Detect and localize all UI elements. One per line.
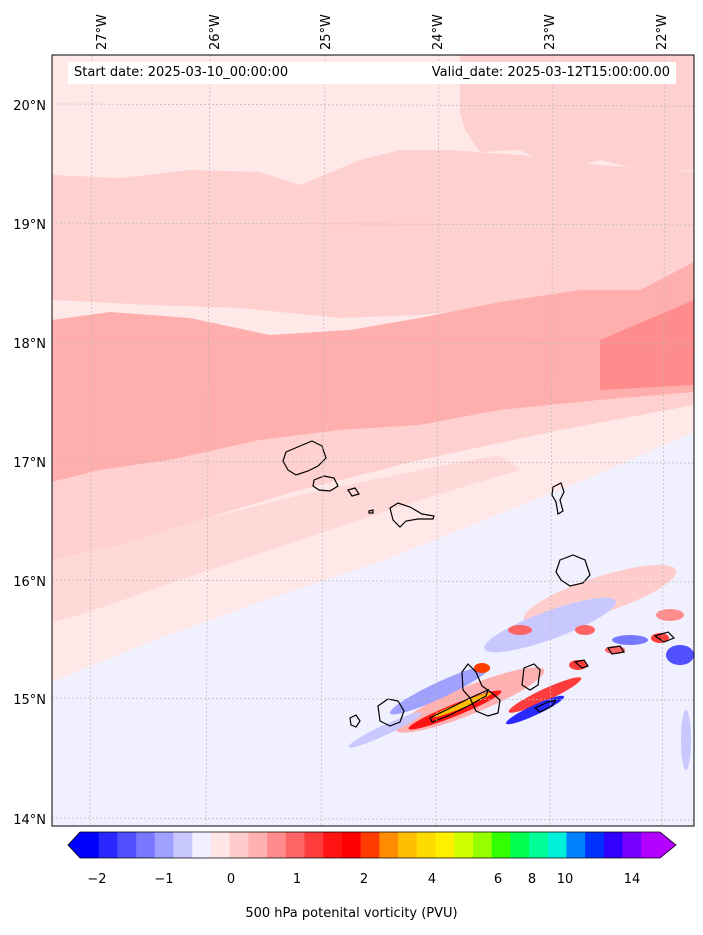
colorbar-segment: [267, 832, 287, 858]
lon-label: 26°W: [208, 14, 223, 50]
colorbar-segment: [304, 832, 324, 858]
pv-negative-region: [52, 430, 694, 826]
lat-label: 14°N: [13, 813, 46, 828]
colorbar-tick: 1: [293, 872, 301, 887]
lat-labels: 20°N 19°N 18°N 17°N 16°N 15°N 14°N: [13, 99, 46, 828]
colorbar-extend-high: [660, 832, 676, 858]
pv-band-main: [52, 262, 694, 482]
colorbar-ticks: −2 −1 0 1 2 4 6 8 10 14: [87, 872, 640, 887]
island-east-1: [573, 659, 589, 669]
pv-band-lower: [52, 392, 694, 560]
pv-band-north: [460, 55, 694, 172]
lon-label: 22°W: [655, 14, 670, 50]
colorbar-segment: [622, 832, 642, 858]
pv-light-strip: [52, 420, 694, 682]
lat-label: 17°N: [13, 456, 46, 471]
island-east-3: [653, 631, 676, 643]
colorbar-segment: [566, 832, 586, 858]
island-small: [368, 509, 374, 514]
colorbar-segment: [323, 832, 343, 858]
island-sao-vicente: [312, 475, 339, 492]
colorbar-segment: [210, 832, 231, 858]
lon-labels: 27°W 26°W 25°W 24°W 23°W 22°W: [95, 14, 670, 50]
pv-band-main-dark: [600, 300, 694, 390]
colorbar: [67, 831, 677, 859]
colorbar-segment: [285, 832, 305, 858]
colorbar-tick: 4: [428, 872, 436, 887]
colorbar-segment: [547, 832, 567, 858]
lat-label: 18°N: [13, 337, 46, 352]
graticule: [52, 55, 694, 826]
start-date-label: Start date: 2025-03-10_00:00:00: [74, 65, 289, 80]
island-sal: [551, 482, 565, 515]
colorbar-tick: −2: [87, 872, 106, 887]
colorbar-segment: [229, 832, 249, 858]
colorbar-segment: [491, 832, 511, 858]
colorbar-segment: [80, 832, 100, 858]
colorbar-label: 500 hPa potenital vorticity (PVU): [245, 906, 458, 921]
map-frame: [51, 54, 695, 827]
colorbar-segment: [98, 832, 118, 858]
lat-label: 19°N: [13, 218, 46, 233]
island-sao-nicolau: [389, 502, 435, 528]
colorbar-segment: [341, 832, 362, 858]
colorbar-tick: 6: [494, 872, 502, 887]
colorbar-segment: [435, 832, 455, 858]
pv-contour-2: [533, 699, 558, 713]
colorbar-segment: [192, 832, 212, 858]
colorbar-segment: [603, 832, 623, 858]
colorbar-segment: [379, 832, 399, 858]
colorbar-segment: [529, 832, 549, 858]
valid-date-label: Valid_date: 2025-03-12T15:00:00.00: [431, 65, 670, 80]
colorbar-segment: [510, 832, 530, 858]
island-outlines: [282, 440, 676, 728]
colorbar-segment: [154, 832, 174, 858]
colorbar-segment: [416, 832, 436, 858]
lat-label: 20°N: [13, 99, 46, 114]
island-brava: [349, 714, 361, 728]
island-east-2: [606, 645, 626, 655]
colorbar-outline: [67, 831, 677, 859]
colorbar-segment: [472, 832, 493, 858]
colorbar-extend-low: [68, 832, 80, 858]
colorbar-tick: −1: [154, 872, 173, 887]
pv-contour-1: [429, 688, 489, 723]
colorbar-segment: [641, 832, 661, 858]
island-maio: [521, 663, 541, 691]
island-santo-antao: [282, 440, 327, 476]
lon-label: 25°W: [319, 14, 334, 50]
colorbar-segment: [173, 832, 193, 858]
lon-label: 27°W: [95, 14, 110, 50]
island-boa-vista: [555, 554, 591, 587]
colorbar-segment: [398, 832, 418, 858]
pv-anomalies: [348, 564, 694, 770]
pv-field: [52, 55, 694, 826]
colorbar-segment: [117, 832, 137, 858]
colorbar-tick: 8: [528, 872, 536, 887]
colorbar-segment: [360, 832, 380, 858]
date-header: Start date: 2025-03-10_00:00:00 Valid_da…: [68, 62, 676, 84]
colorbar-tick: 14: [624, 872, 641, 887]
colorbar-segment: [136, 832, 156, 858]
colorbar-segment: [454, 832, 474, 858]
lat-label: 16°N: [13, 575, 46, 590]
lon-label: 23°W: [543, 14, 558, 50]
colorbar-tick: 2: [360, 872, 368, 887]
colorbar-tick: 10: [557, 872, 574, 887]
lon-label: 24°W: [431, 14, 446, 50]
pv-band-north-2: [52, 150, 694, 318]
colorbar-segment: [248, 832, 268, 858]
colorbar-segment: [585, 832, 605, 858]
island-santa-luzia: [347, 487, 360, 497]
colorbar-tick: 0: [227, 872, 235, 887]
island-santiago: [461, 663, 501, 717]
lat-label: 15°N: [13, 693, 46, 708]
